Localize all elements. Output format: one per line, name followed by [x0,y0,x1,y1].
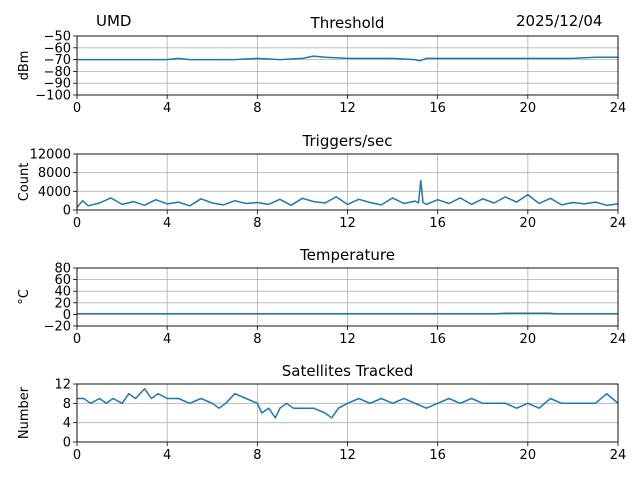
y-tick-label: 60 [54,273,71,288]
x-tick-label: 8 [253,101,261,116]
y-tick-label: −80 [44,65,71,80]
y-axis-label: Count [17,163,32,202]
y-tick-label: 8 [63,397,71,412]
y-tick-label: 20 [54,296,71,311]
x-tick-label: 4 [163,101,171,116]
x-tick-label: 16 [429,216,446,231]
series-line [76,179,619,208]
y-axis-label: Number [17,386,32,439]
site-label: UMD [96,12,132,30]
x-tick-label: 24 [610,216,627,231]
y-tick-label: −60 [44,41,71,56]
y-tick-label: 80 [54,262,71,277]
x-tick-label: 8 [253,332,261,347]
x-tick-label: 24 [610,101,627,116]
date-label: 2025/12/04 [516,12,603,30]
y-tick-label: 8000 [38,166,71,181]
panel-2: 0 4 8 12 16 20 24 0 4000 8000 12000 Triggers/sec Cou… [17,132,626,231]
y-tick-label: −50 [44,30,71,45]
x-tick-label: 0 [73,332,81,347]
x-tick-label: 12 [339,101,356,116]
x-tick-label: 20 [520,332,537,347]
y-tick-label: 0 [63,436,71,451]
x-tick-label: 20 [520,216,537,231]
x-tick-label: 8 [253,216,261,231]
y-tick-label: −90 [44,77,71,92]
series-line [77,55,618,62]
y-tick-label: −100 [35,89,71,104]
y-tick-label: 40 [54,285,71,300]
x-tick-label: 16 [429,448,446,463]
y-tick-label: 4 [63,416,71,431]
panel-4: 0 4 8 12 16 20 24 0 4 8 12 Satellites Tracked Number [17,362,626,463]
x-tick-label: 20 [520,448,537,463]
x-tick-label: 20 [520,101,537,116]
chart-title: Temperature [299,246,395,264]
series-line [77,312,618,315]
series-line [77,388,619,419]
chart-title: Triggers/sec [302,132,393,150]
x-tick-label: 24 [610,448,627,463]
x-tick-label: 4 [163,448,171,463]
x-tick-label: 12 [339,332,356,347]
y-axis-label: °C [17,289,32,305]
x-tick-label: 16 [429,332,446,347]
y-tick-label: 0 [63,308,71,323]
x-tick-label: 12 [339,216,356,231]
y-tick-label: 12000 [30,148,71,163]
x-tick-label: 24 [610,332,627,347]
x-tick-label: 16 [429,101,446,116]
panel-1: 0 4 8 12 16 20 24 −50−60−70−80−90−100 Threshold d… [17,14,626,116]
x-tick-label: 4 [163,216,171,231]
chart-title: Satellites Tracked [282,362,413,380]
y-tick-label: −70 [44,53,71,68]
x-tick-label: 12 [339,448,356,463]
x-tick-label: 0 [73,448,81,463]
y-tick-label: 4000 [38,185,71,200]
y-axis-label: dBm [17,51,32,81]
chart-title: Threshold [310,14,385,32]
x-tick-label: 4 [163,332,171,347]
y-tick-label: −20 [44,320,71,335]
x-tick-label: 0 [73,101,81,116]
y-tick-label: 0 [63,204,71,219]
y-tick-label: 12 [54,378,71,393]
x-tick-label: 8 [253,448,261,463]
x-tick-label: 0 [73,216,81,231]
